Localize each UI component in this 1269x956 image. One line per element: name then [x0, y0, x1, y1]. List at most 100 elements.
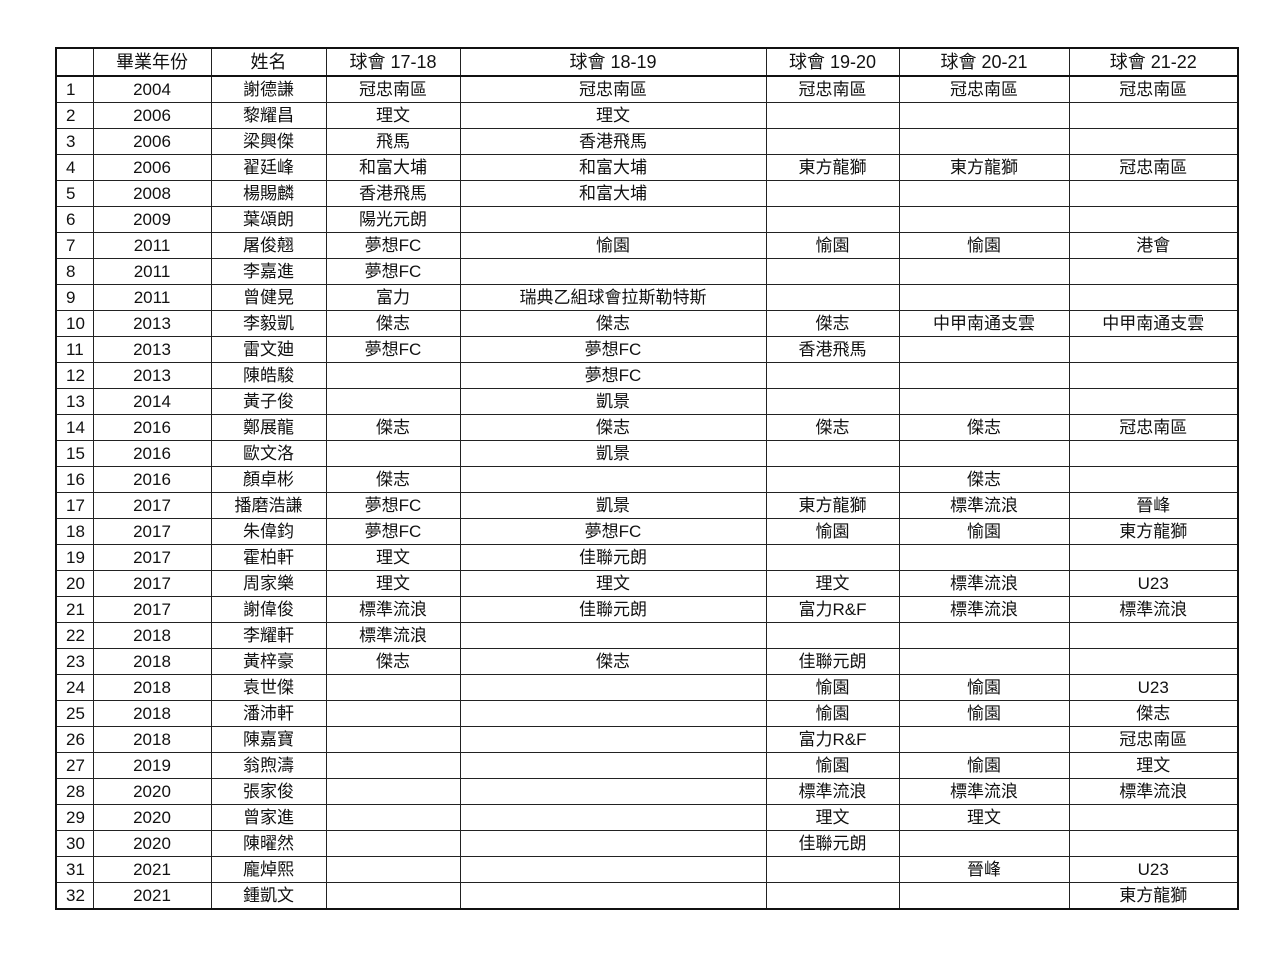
cell-graduation-year: 2017	[92, 596, 212, 623]
cell-graduation-year: 2013	[92, 362, 212, 389]
cell-index: 18	[55, 518, 94, 545]
cell-club-19-20	[765, 440, 900, 467]
cell-club-17-18	[325, 726, 461, 753]
cell-graduation-year: 2014	[92, 388, 212, 415]
cell-club-18-19	[459, 206, 767, 233]
cell-club-18-19: 佳聯元朗	[459, 544, 767, 571]
cell-club-19-20: 傑志	[765, 414, 900, 441]
cell-graduation-year: 2021	[92, 856, 212, 883]
cell-name: 朱偉鈞	[210, 518, 327, 545]
cell-graduation-year: 2017	[92, 492, 212, 519]
table-row: 6 2009 葉頌朗 陽光元朗	[55, 206, 1239, 233]
cell-club-18-19: 凱景	[459, 388, 767, 415]
table-row: 1 2004 謝德謙 冠忠南區 冠忠南區 冠忠南區 冠忠南區 冠忠南區	[55, 75, 1239, 103]
table-row: 17 2017 播磨浩謙 夢想FC 凱景 東方龍獅 標準流浪 晉峰	[55, 492, 1239, 519]
cell-club-19-20: 冠忠南區	[765, 75, 900, 103]
cell-index: 32	[55, 882, 94, 910]
table-row: 20 2017 周家樂 理文 理文 理文 標準流浪 U23	[55, 570, 1239, 597]
cell-club-17-18: 飛馬	[325, 128, 461, 155]
cell-graduation-year: 2009	[92, 206, 212, 233]
cell-club-18-19: 香港飛馬	[459, 128, 767, 155]
cell-index: 3	[55, 128, 94, 155]
cell-club-17-18	[325, 778, 461, 805]
cell-club-19-20: 愉園	[765, 752, 900, 779]
cell-club-19-20: 傑志	[765, 310, 900, 337]
cell-graduation-year: 2016	[92, 440, 212, 467]
cell-graduation-year: 2018	[92, 726, 212, 753]
cell-club-20-21	[898, 830, 1070, 857]
cell-club-20-21: 傑志	[898, 414, 1070, 441]
cell-club-21-22	[1068, 180, 1239, 207]
cell-club-18-19	[459, 830, 767, 857]
cell-graduation-year: 2016	[92, 414, 212, 441]
cell-club-21-22: U23	[1068, 674, 1239, 701]
cell-club-18-19: 理文	[459, 570, 767, 597]
cell-club-21-22: 港會	[1068, 232, 1239, 259]
cell-club-20-21	[898, 440, 1070, 467]
header-club-18-19: 球會 18-19	[459, 47, 767, 77]
cell-graduation-year: 2006	[92, 128, 212, 155]
cell-club-21-22: 冠忠南區	[1068, 75, 1239, 103]
cell-club-20-21	[898, 882, 1070, 910]
cell-club-18-19: 傑志	[459, 310, 767, 337]
cell-club-19-20: 理文	[765, 570, 900, 597]
cell-club-21-22: 冠忠南區	[1068, 154, 1239, 181]
cell-club-20-21: 傑志	[898, 466, 1070, 493]
cell-name: 播磨浩謙	[210, 492, 327, 519]
cell-club-17-18	[325, 856, 461, 883]
cell-graduation-year: 2016	[92, 466, 212, 493]
table-row: 30 2020 陳曜然 佳聯元朗	[55, 830, 1239, 857]
table-row: 12 2013 陳皓駿 夢想FC	[55, 362, 1239, 389]
header-club-17-18: 球會 17-18	[325, 47, 461, 77]
cell-club-17-18: 冠忠南區	[325, 75, 461, 103]
cell-index: 26	[55, 726, 94, 753]
cell-club-19-20: 佳聯元朗	[765, 648, 900, 675]
cell-club-19-20	[765, 206, 900, 233]
cell-index: 10	[55, 310, 94, 337]
cell-index: 8	[55, 258, 94, 285]
cell-club-20-21	[898, 206, 1070, 233]
cell-club-18-19: 冠忠南區	[459, 75, 767, 103]
cell-index: 14	[55, 414, 94, 441]
cell-club-19-20	[765, 544, 900, 571]
cell-club-18-19: 愉園	[459, 232, 767, 259]
cell-name: 霍柏軒	[210, 544, 327, 571]
header-index	[55, 47, 94, 77]
cell-name: 李耀軒	[210, 622, 327, 649]
cell-name: 潘沛軒	[210, 700, 327, 727]
table-row: 24 2018 袁世傑 愉園 愉園 U23	[55, 674, 1239, 701]
cell-index: 11	[55, 336, 94, 363]
cell-club-20-21: 晉峰	[898, 856, 1070, 883]
cell-club-19-20: 富力R&F	[765, 726, 900, 753]
cell-index: 25	[55, 700, 94, 727]
table-row: 3 2006 梁興傑 飛馬 香港飛馬	[55, 128, 1239, 155]
cell-club-19-20	[765, 284, 900, 311]
cell-name: 陳皓駿	[210, 362, 327, 389]
cell-club-21-22: 東方龍獅	[1068, 518, 1239, 545]
cell-club-17-18	[325, 804, 461, 831]
cell-graduation-year: 2011	[92, 284, 212, 311]
cell-club-20-21	[898, 544, 1070, 571]
cell-club-21-22	[1068, 284, 1239, 311]
table-row: 8 2011 李嘉進 夢想FC	[55, 258, 1239, 285]
cell-club-17-18	[325, 388, 461, 415]
cell-club-17-18: 理文	[325, 570, 461, 597]
cell-club-18-19: 瑞典乙組球會拉斯勒特斯	[459, 284, 767, 311]
cell-name: 顏卓彬	[210, 466, 327, 493]
cell-club-19-20: 愉園	[765, 700, 900, 727]
cell-club-20-21: 中甲南通支雲	[898, 310, 1070, 337]
cell-club-19-20: 理文	[765, 804, 900, 831]
cell-graduation-year: 2006	[92, 154, 212, 181]
header-row: 畢業年份 姓名 球會 17-18 球會 18-19 球會 19-20 球會 20…	[55, 47, 1239, 77]
table-row: 31 2021 龐焯熙 晉峰 U23	[55, 856, 1239, 883]
cell-club-18-19: 和富大埔	[459, 180, 767, 207]
cell-index: 28	[55, 778, 94, 805]
cell-club-17-18: 傑志	[325, 414, 461, 441]
cell-club-17-18: 夢想FC	[325, 336, 461, 363]
cell-index: 30	[55, 830, 94, 857]
cell-club-20-21	[898, 388, 1070, 415]
cell-club-17-18: 標準流浪	[325, 622, 461, 649]
cell-club-19-20	[765, 622, 900, 649]
cell-name: 曾健晃	[210, 284, 327, 311]
cell-club-18-19: 和富大埔	[459, 154, 767, 181]
